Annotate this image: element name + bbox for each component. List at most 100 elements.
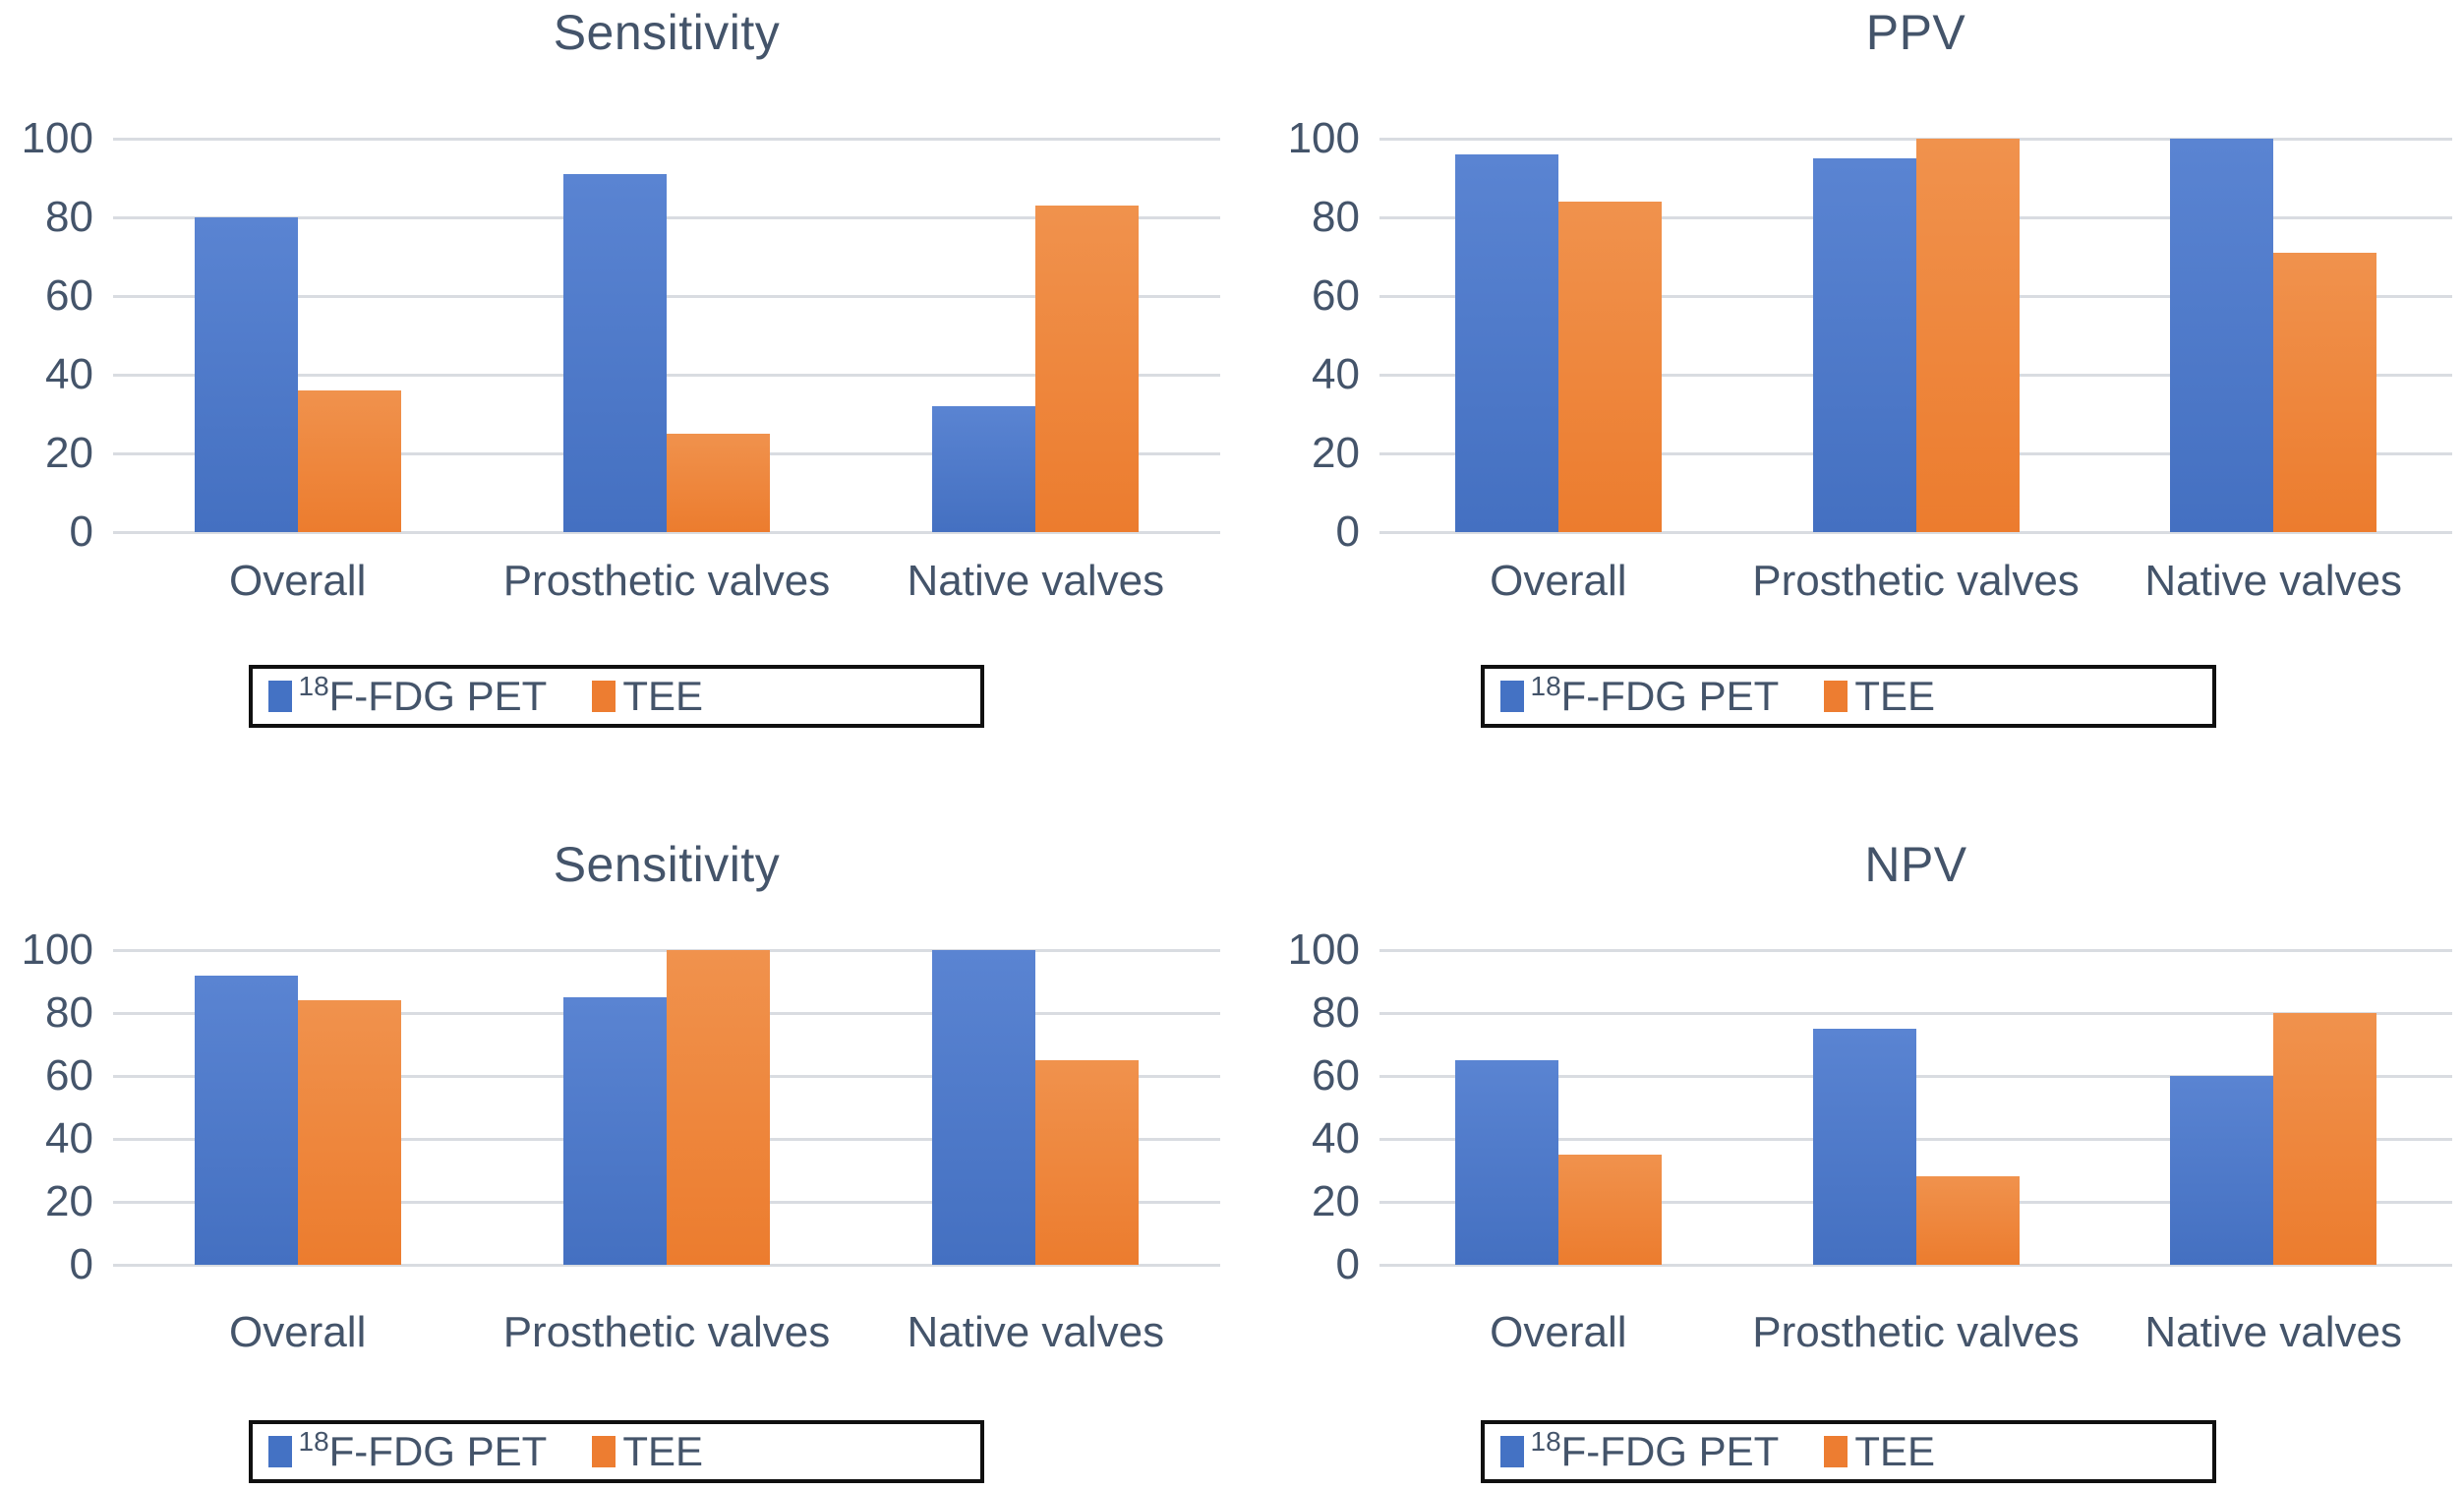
bar-pet bbox=[932, 950, 1036, 1265]
x-axis-labels: Overall Prosthetic valves Native valves bbox=[113, 1308, 1220, 1357]
legend: 18F-FDG PET TEE bbox=[1480, 665, 2216, 728]
x-axis-category-label: Overall bbox=[228, 1308, 367, 1356]
y-tick-label: 60 bbox=[1312, 271, 1360, 320]
chart-npv: NPV 0 20 40 60 80 100 Overall Prosthetic valve… bbox=[1232, 747, 2464, 1491]
y-tick-label: 0 bbox=[1335, 507, 1360, 556]
legend-label: 18F-FDG PET bbox=[298, 671, 548, 720]
legend-label: 18F-FDG PET bbox=[298, 1426, 548, 1475]
bar-tee bbox=[666, 950, 770, 1265]
y-axis-labels: 0 20 40 60 80 100 bbox=[1254, 114, 1360, 556]
legend-item: TEE bbox=[592, 1428, 703, 1475]
chart-sensitivity-top: Sensitivity 0 20 40 60 80 100 Overall Prosthet… bbox=[0, 0, 1232, 747]
gridline bbox=[113, 295, 1220, 298]
gridline bbox=[1379, 531, 2452, 534]
chart-sensitivity-bottom: Sensitivity 0 20 40 60 80 100 Overall Prosthet… bbox=[0, 747, 1232, 1491]
chart-title: PPV bbox=[1865, 5, 1966, 60]
legend-label: TEE bbox=[1854, 1428, 1935, 1474]
y-axis-labels: 0 20 40 60 80 100 bbox=[0, 925, 93, 1288]
x-axis-category-label: Prosthetic valves bbox=[502, 1308, 831, 1356]
legend-swatch bbox=[592, 681, 616, 712]
bar-pet bbox=[2170, 139, 2274, 532]
bar-tee bbox=[1557, 1155, 1662, 1265]
gridline bbox=[1379, 1012, 2452, 1015]
plot-area: 0 20 40 60 80 100 bbox=[1288, 114, 2452, 556]
bar-group bbox=[113, 139, 482, 532]
y-tick-label: 80 bbox=[1312, 988, 1360, 1037]
y-tick-label: 60 bbox=[45, 271, 93, 320]
bar-pet bbox=[1812, 158, 1916, 532]
gridline bbox=[113, 374, 1220, 377]
legend-label-superscript: 18 bbox=[298, 671, 329, 701]
bar-pet bbox=[562, 174, 667, 532]
bar-groups bbox=[113, 950, 1220, 1265]
legend: 18F-FDG PET TEE bbox=[248, 1420, 984, 1483]
legend-item: 18F-FDG PET bbox=[1499, 671, 1780, 720]
x-axis-category-label: Overall bbox=[1490, 1308, 1627, 1356]
legend-swatch bbox=[267, 681, 292, 712]
x-axis-category-label: Native valves bbox=[2144, 557, 2403, 605]
x-axis-category-label: Prosthetic valves bbox=[1752, 1308, 2080, 1356]
legend-label: TEE bbox=[1854, 673, 1935, 719]
bar-tee bbox=[1915, 1176, 2020, 1265]
gridline bbox=[1379, 1264, 2452, 1267]
bar-group bbox=[2094, 139, 2452, 532]
bar-group bbox=[2094, 950, 2452, 1265]
legend: 18F-FDG PET TEE bbox=[1480, 1420, 2216, 1483]
legend-swatch bbox=[267, 1436, 292, 1467]
x-axis-category-label: Overall bbox=[1490, 557, 1627, 605]
y-tick-label: 40 bbox=[1312, 1114, 1360, 1163]
bar-group bbox=[1737, 950, 2095, 1265]
bar-groups bbox=[1379, 139, 2452, 532]
legend-label: 18F-FDG PET bbox=[1530, 1426, 1780, 1475]
y-tick-label: 20 bbox=[1312, 429, 1360, 477]
x-axis-category-label: Prosthetic valves bbox=[1752, 557, 2080, 605]
x-axis-labels: Overall Prosthetic valves Native valves bbox=[1379, 557, 2452, 606]
y-tick-label: 20 bbox=[1312, 1177, 1360, 1225]
x-axis-category-label: Overall bbox=[228, 557, 367, 605]
bar-group bbox=[851, 139, 1220, 532]
gridline bbox=[113, 531, 1220, 534]
legend-swatch bbox=[1499, 1436, 1524, 1467]
y-tick-label: 20 bbox=[45, 429, 93, 477]
y-tick-label: 0 bbox=[69, 507, 93, 556]
x-axis-category-label: Native valves bbox=[907, 557, 1165, 605]
chart-title: Sensitivity bbox=[553, 837, 781, 892]
bar-group bbox=[113, 950, 482, 1265]
legend-label: TEE bbox=[622, 673, 703, 719]
legend-swatch bbox=[1824, 681, 1848, 712]
bar-group bbox=[1379, 950, 1737, 1265]
legend: 18F-FDG PET TEE bbox=[248, 665, 984, 728]
plot-area: 0 20 40 60 80 100 bbox=[22, 925, 1220, 1288]
y-tick-label: 0 bbox=[1335, 1240, 1360, 1288]
gridline bbox=[1379, 1138, 2452, 1141]
y-axis-labels: 0 20 40 60 80 100 bbox=[0, 114, 93, 556]
y-tick-label: 100 bbox=[1287, 925, 1360, 974]
legend-label: 18F-FDG PET bbox=[1530, 671, 1780, 720]
legend-swatch bbox=[592, 1436, 616, 1467]
legend-label-superscript: 18 bbox=[1530, 1426, 1561, 1457]
bar-tee bbox=[1035, 206, 1140, 532]
y-tick-label: 60 bbox=[1312, 1051, 1360, 1100]
y-tick-label: 100 bbox=[1287, 114, 1360, 162]
x-axis-category-label: Native valves bbox=[907, 1308, 1165, 1356]
bar-group bbox=[851, 950, 1220, 1265]
bar-group bbox=[1379, 139, 1737, 532]
y-tick-label: 40 bbox=[45, 350, 93, 398]
bar-tee bbox=[297, 1000, 401, 1265]
y-tick-label: 0 bbox=[69, 1240, 93, 1288]
gridline bbox=[1379, 949, 2452, 952]
y-tick-label: 100 bbox=[21, 114, 93, 162]
y-tick-label: 60 bbox=[45, 1051, 93, 1100]
legend-label: TEE bbox=[622, 1428, 703, 1474]
gridline bbox=[113, 216, 1220, 219]
legend-label-superscript: 18 bbox=[1530, 671, 1561, 701]
bar-tee bbox=[666, 434, 770, 532]
bar-groups bbox=[113, 139, 1220, 532]
bar-tee bbox=[1915, 139, 2020, 532]
bar-tee bbox=[1557, 202, 1662, 532]
legend-item: 18F-FDG PET bbox=[1499, 1426, 1780, 1475]
legend-item: 18F-FDG PET bbox=[267, 1426, 548, 1475]
gridline bbox=[1379, 1075, 2452, 1078]
legend-label-superscript: 18 bbox=[298, 1426, 329, 1457]
